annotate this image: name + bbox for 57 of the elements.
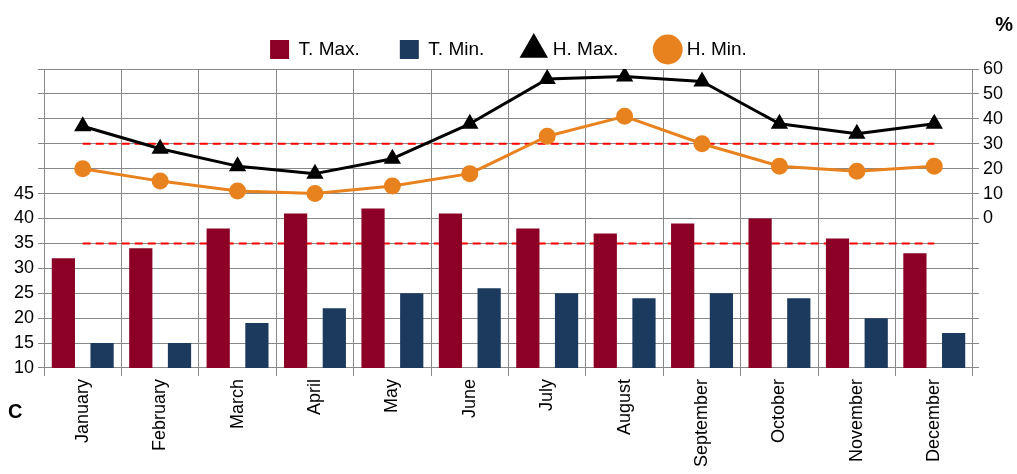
y-axis-title: C: [8, 400, 23, 423]
y-tick-label: 40: [13, 207, 35, 228]
point: [151, 172, 169, 190]
y-tick-label: 20: [13, 307, 35, 328]
x-tick-label: January: [71, 378, 92, 443]
y2-tick-label: 20: [982, 157, 1004, 178]
point: [383, 177, 401, 195]
point: [771, 115, 788, 129]
point: [925, 157, 943, 175]
x-tick-label: March: [226, 378, 247, 429]
point: [229, 157, 246, 172]
point: [74, 160, 92, 178]
y-tick-label: 10: [13, 356, 35, 377]
y2-tick-label: 10: [982, 182, 1004, 203]
x-tick-label: April: [303, 378, 324, 415]
y-tick-label: 35: [13, 232, 35, 253]
y-tick-label: 45: [13, 182, 35, 203]
x-tick-label: June: [458, 378, 479, 418]
point: [848, 162, 866, 180]
legend-label: H. Min.: [686, 37, 747, 59]
y2-tick-label: 40: [982, 107, 1004, 128]
point: [539, 70, 555, 84]
point: [616, 107, 634, 125]
y2-axis-title: %: [995, 12, 1014, 35]
x-tick-label: September: [691, 378, 711, 468]
y-tick-label: 15: [13, 332, 35, 353]
point: [926, 115, 942, 129]
point: [307, 165, 323, 179]
x-tick-label: May: [381, 378, 402, 413]
point: [849, 125, 865, 139]
x-tick-label: December: [923, 378, 944, 462]
y2-tick-label: 30: [982, 132, 1004, 153]
x-tick-label: July: [536, 378, 557, 411]
legend-label: H. Max.: [552, 37, 619, 59]
point: [694, 72, 710, 87]
point: [770, 157, 788, 175]
y2-tick-label: 50: [982, 82, 1004, 103]
point: [538, 127, 556, 145]
x-tick-label: November: [845, 378, 866, 462]
x-tick-label: October: [768, 378, 789, 443]
y-tick-label: 25: [13, 282, 35, 303]
legend-label: T. Max.: [298, 37, 360, 59]
point: [617, 69, 633, 82]
point: [152, 140, 168, 154]
point: [306, 185, 324, 203]
point: [462, 115, 478, 129]
point: [461, 165, 479, 183]
x-tick-label: February: [149, 378, 170, 451]
legend-label: T. Min.: [428, 37, 485, 59]
y2-tick-label: 60: [982, 57, 1004, 78]
x-tick-label: August: [613, 378, 634, 435]
point: [75, 117, 91, 132]
point: [384, 150, 400, 164]
point: [229, 182, 247, 200]
y2-tick-label: 0: [982, 207, 993, 228]
y-tick-label: 30: [13, 257, 35, 278]
point: [693, 135, 711, 153]
